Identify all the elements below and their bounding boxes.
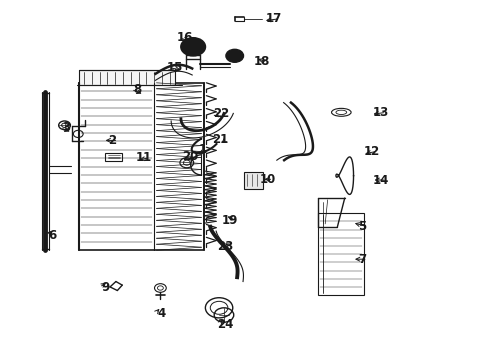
Text: 17: 17 bbox=[265, 12, 282, 25]
Text: 23: 23 bbox=[216, 240, 233, 253]
Text: 19: 19 bbox=[221, 214, 238, 227]
Text: 21: 21 bbox=[211, 133, 228, 146]
Bar bbox=[105, 153, 122, 161]
Text: 8: 8 bbox=[133, 83, 141, 96]
Text: 9: 9 bbox=[101, 281, 109, 294]
Text: 3: 3 bbox=[62, 121, 70, 134]
Text: 14: 14 bbox=[371, 174, 388, 186]
Text: 16: 16 bbox=[176, 31, 193, 44]
Circle shape bbox=[181, 38, 205, 56]
Bar bbox=[79, 83, 203, 250]
Text: 22: 22 bbox=[212, 107, 229, 120]
Circle shape bbox=[225, 49, 243, 62]
Text: 12: 12 bbox=[363, 145, 379, 158]
Text: 5: 5 bbox=[357, 220, 365, 233]
Text: 6: 6 bbox=[49, 229, 57, 242]
Text: 4: 4 bbox=[157, 307, 165, 320]
Text: 7: 7 bbox=[357, 253, 365, 266]
Text: 15: 15 bbox=[166, 61, 183, 74]
Text: 18: 18 bbox=[253, 55, 269, 68]
Text: 11: 11 bbox=[136, 151, 152, 164]
Text: 2: 2 bbox=[108, 134, 116, 147]
Text: 10: 10 bbox=[259, 173, 275, 186]
Bar bbox=[317, 213, 364, 295]
Text: 13: 13 bbox=[371, 106, 388, 119]
Text: 24: 24 bbox=[216, 318, 233, 330]
Text: 1: 1 bbox=[199, 143, 206, 156]
Bar bbox=[79, 70, 174, 85]
Bar bbox=[244, 172, 263, 189]
Text: 20: 20 bbox=[182, 150, 199, 163]
